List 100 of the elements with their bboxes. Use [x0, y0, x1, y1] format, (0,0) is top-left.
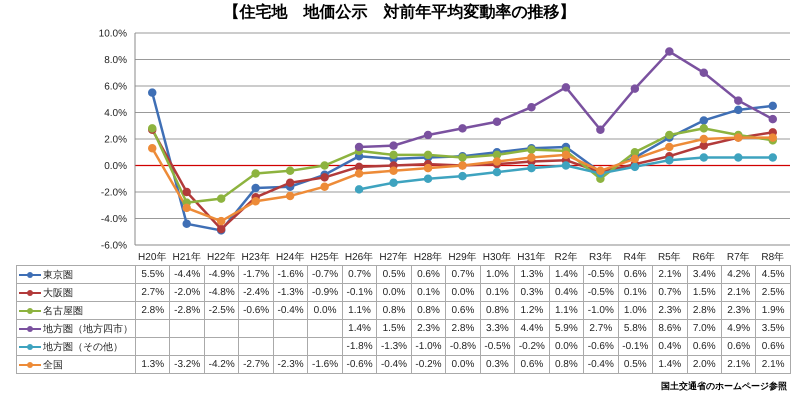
data-label: 0.0%	[549, 338, 584, 356]
data-label: -0.5%	[584, 284, 618, 302]
legend-label: 地方圏（地方四市）	[43, 324, 133, 334]
data-label: -0.2%	[514, 338, 550, 356]
data-label: 0.0%	[308, 302, 342, 320]
data-label: 5.9%	[549, 320, 584, 338]
data-label: 1.5%	[687, 284, 722, 302]
data-label: 1.4%	[549, 266, 584, 284]
data-label: 2.0%	[687, 356, 722, 374]
data-label: -4.9%	[204, 266, 239, 284]
data-label: -0.5%	[480, 338, 515, 356]
data-label: 4.9%	[721, 320, 756, 338]
x-tick-label: H27年	[379, 251, 408, 264]
data-label: 5.8%	[618, 320, 653, 338]
data-label: -1.6%	[273, 266, 308, 284]
data-label: 2.1%	[756, 356, 790, 374]
data-label: 2.1%	[721, 284, 756, 302]
x-tick-label: H23年	[241, 251, 270, 264]
data-label: -0.1%	[618, 338, 653, 356]
data-label: 2.7%	[584, 320, 618, 338]
y-tick-label: 2.0%	[104, 134, 128, 146]
data-label: -1.3%	[376, 338, 412, 356]
data-label: 0.8%	[376, 302, 412, 320]
data-label: 0.3%	[514, 284, 550, 302]
data-label: 4.2%	[721, 266, 756, 284]
data-label: -1.6%	[308, 356, 342, 374]
data-label: 0.8%	[480, 302, 515, 320]
y-tick-label: 8.0%	[104, 55, 128, 66]
data-label: 2.3%	[411, 320, 446, 338]
data-label: -0.9%	[308, 284, 342, 302]
data-label: -0.8%	[446, 338, 480, 356]
text: 国土交通省のホームページ参照	[661, 380, 787, 393]
data-label: 4.5%	[756, 266, 790, 284]
data-label: -0.4%	[584, 356, 618, 374]
data-label: 0.1%	[411, 284, 446, 302]
data-label: -0.7%	[308, 266, 342, 284]
data-label: 2.5%	[756, 284, 790, 302]
data-label: 3.4%	[687, 266, 722, 284]
data-label: -0.1%	[342, 284, 377, 302]
data-label: 0.8%	[549, 356, 584, 374]
data-label: 2.1%	[652, 266, 687, 284]
data-label: -0.6%	[238, 302, 274, 320]
data-label: 1.0%	[480, 266, 515, 284]
data-label: 0.5%	[618, 356, 653, 374]
data-label: 0.6%	[618, 266, 653, 284]
legend-label: 地方圏（その他）	[43, 342, 123, 352]
data-label: 1.1%	[342, 302, 377, 320]
data-label: 0.1%	[618, 284, 653, 302]
data-label: 0.6%	[687, 338, 722, 356]
data-label: 0.8%	[411, 302, 446, 320]
data-label: 0.6%	[411, 266, 446, 284]
y-tick-label: -2.0%	[100, 188, 128, 199]
x-tick-label: R7年	[726, 251, 750, 264]
x-tick-label: H29年	[448, 251, 477, 264]
data-label: 0.4%	[652, 338, 687, 356]
y-tick-label: 4.0%	[104, 108, 128, 120]
data-label: 3.3%	[480, 320, 515, 338]
legend-label: 大阪圏	[43, 288, 73, 298]
data-label: 0.5%	[376, 266, 412, 284]
x-tick-label: R3年	[588, 251, 612, 264]
data-label: 2.8%	[446, 320, 480, 338]
x-tick-label: R2年	[554, 251, 578, 264]
data-label: -0.6%	[342, 356, 377, 374]
legend-label: 東京圏	[43, 270, 73, 280]
data-label: -4.2%	[204, 356, 239, 374]
data-label: -2.8%	[170, 302, 204, 320]
y-tick-label: -4.0%	[100, 214, 128, 226]
data-label: -1.0%	[411, 338, 446, 356]
data-label: 1.3%	[514, 266, 550, 284]
data-label: -3.2%	[170, 356, 204, 374]
x-tick-label: H21年	[172, 251, 201, 264]
data-label: 0.0%	[376, 284, 412, 302]
data-label: -0.6%	[584, 338, 618, 356]
data-label: -0.5%	[584, 266, 618, 284]
data-label: -1.7%	[238, 266, 274, 284]
data-label: -2.0%	[170, 284, 204, 302]
data-label: 2.3%	[721, 302, 756, 320]
data-label: 2.7%	[136, 284, 170, 302]
data-label: 0.3%	[480, 356, 515, 374]
data-label: 0.4%	[549, 284, 584, 302]
data-label: 0.7%	[446, 266, 480, 284]
data-label: 1.2%	[514, 302, 550, 320]
x-tick-label: R4年	[623, 251, 646, 264]
data-label: -2.3%	[273, 356, 308, 374]
x-tick-label: H30年	[482, 251, 512, 264]
data-label: 3.5%	[756, 320, 790, 338]
data-label: 0.6%	[756, 338, 790, 356]
data-label: 2.8%	[687, 302, 722, 320]
x-tick-label: H26年	[344, 251, 374, 264]
x-tick-label: H28年	[414, 251, 442, 264]
data-label: 2.3%	[652, 302, 687, 320]
data-label: 1.3%	[136, 356, 170, 374]
y-tick-label: 10.0%	[98, 28, 128, 40]
data-label: -0.2%	[411, 356, 446, 374]
data-label: 1.0%	[618, 302, 653, 320]
x-tick-label: H25年	[310, 251, 339, 264]
data-label: -4.8%	[204, 284, 239, 302]
data-label: -0.4%	[376, 356, 412, 374]
data-label: 2.8%	[136, 302, 170, 320]
legend-label: 全国	[43, 360, 63, 370]
